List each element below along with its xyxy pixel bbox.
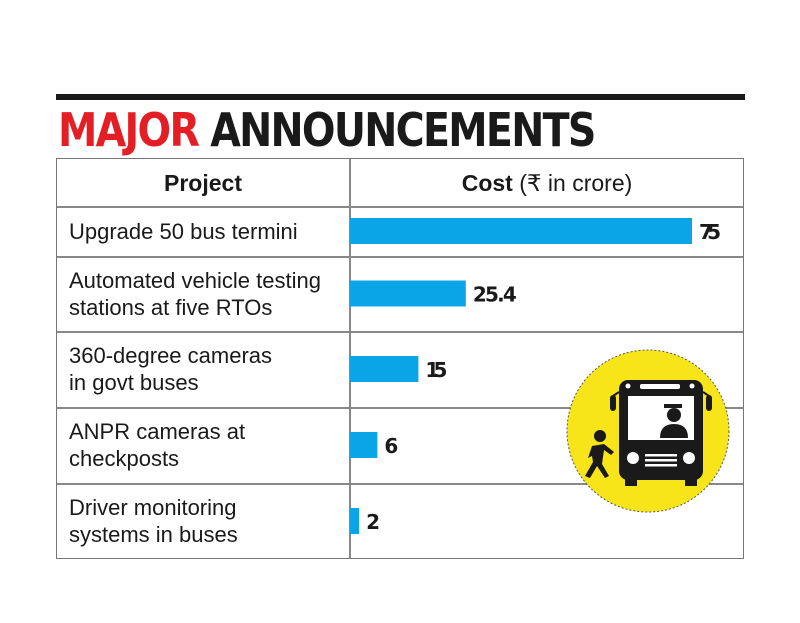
bar [350,218,692,244]
label-line: 360-degree cameras [69,343,273,368]
row-label: ANPR cameras at checkposts [69,418,245,472]
title-red: MAJOR [58,103,200,157]
value-label: 6 [384,434,398,458]
row-label: Upgrade 50 bus termini [69,218,298,245]
label-line: systems in buses [69,522,238,547]
row-label: Driver monitoring systems in buses [69,494,238,548]
announcement-table: Project Cost (₹ in crore) Upgrade 50 bus… [56,158,744,559]
row-divider [57,483,743,485]
title-black: ANNOUNCEMENTS [210,103,596,157]
label-line: ANPR cameras at [69,419,246,444]
value-label: 15 [425,358,447,382]
bar [350,280,466,307]
bar [350,508,360,534]
label-line: Automated vehicle testing [69,267,321,293]
label-line: Driver monitoring [69,495,237,520]
column-divider [349,159,351,558]
bus-icon [566,349,730,513]
top-rule [56,94,745,100]
row-divider [57,331,743,333]
row-label: 360-degree cameras in govt buses [69,342,272,396]
bar [350,356,419,382]
label-line: checkposts [69,446,180,471]
header-project: Project [164,170,242,196]
label-line: in govt buses [69,370,199,395]
bar [350,432,378,458]
chart-title: MAJOR ANNOUNCEMENTS [58,100,596,160]
label-line: stations at five RTOs [69,294,273,320]
row-label: Automated vehicle testing stations at fiv… [69,267,321,321]
row-divider [57,407,743,409]
label-line: Upgrade 50 bus termini [69,218,298,244]
header-cost: Cost (₹ in crore) [461,170,633,196]
row-divider [57,256,743,258]
row-divider [57,206,743,208]
value-label: 75 [699,220,721,244]
value-label: 2 [366,510,380,534]
value-label: 25.4 [473,283,517,307]
